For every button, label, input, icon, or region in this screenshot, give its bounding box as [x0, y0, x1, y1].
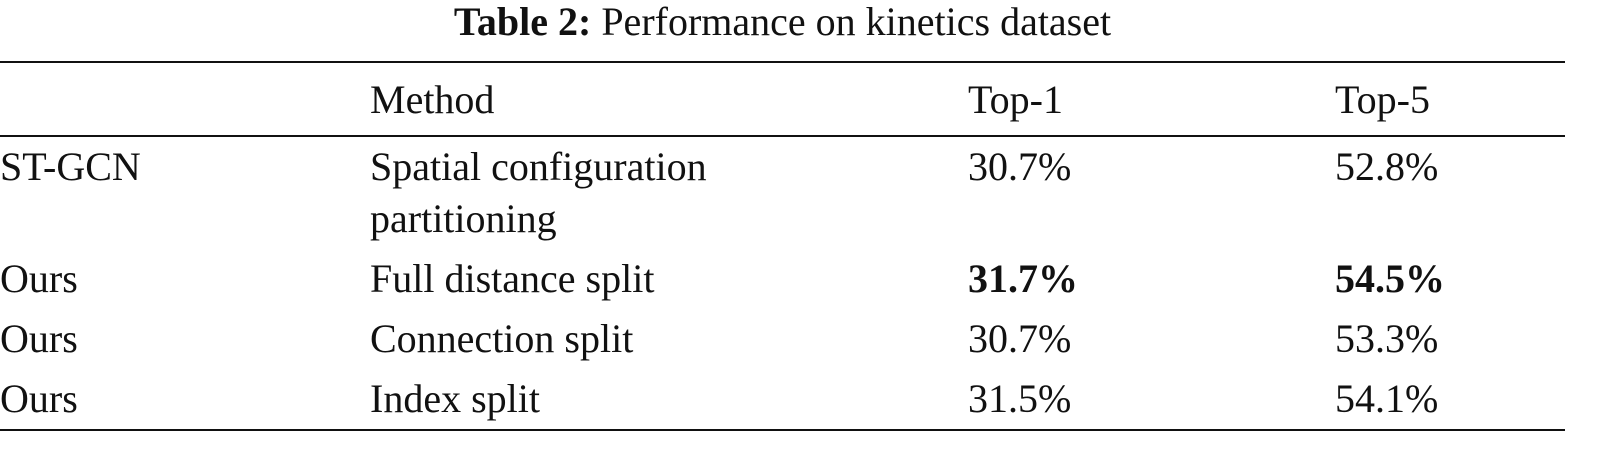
header-cell: Top-5	[1335, 76, 1430, 122]
cell-text: 30.7%	[968, 316, 1072, 361]
method-text: Connection split	[370, 316, 634, 361]
cell-text: 54.5%	[1335, 256, 1445, 301]
method-text: Full distance split	[370, 256, 655, 301]
table-caption: Table 2: Performance on kinetics dataset	[0, 0, 1565, 44]
caption-label: Table 2:	[453, 0, 592, 44]
table-row: Ours Connection split 30.7% 53.3%	[0, 309, 1565, 369]
table-cell: Spatial configuration partitioning	[370, 136, 968, 249]
cell-text: 53.3%	[1335, 316, 1439, 361]
header-cell: Top-1	[968, 76, 1063, 122]
header-cell: Method	[370, 76, 495, 122]
results-table: Method Top-1 Top-5 ST-GCN Spatial configura…	[0, 61, 1565, 431]
table-cell: Connection split	[370, 309, 968, 369]
table-cell: 54.1%	[1335, 369, 1565, 430]
table-cell: 30.7%	[968, 309, 1335, 369]
cell-text: 31.5%	[968, 376, 1072, 421]
caption-text: Performance on kinetics dataset	[601, 0, 1112, 44]
table-cell: Full distance split	[370, 249, 968, 309]
table-cell: 31.7%	[968, 249, 1335, 309]
table-row: Ours Index split 31.5% 54.1%	[0, 369, 1565, 430]
cell-text: 31.7%	[968, 256, 1078, 301]
cell-text: ST-GCN	[0, 144, 141, 189]
table-cell: 54.5%	[1335, 249, 1565, 309]
cell-text: Ours	[0, 376, 78, 421]
table-cell: Ours	[0, 249, 370, 309]
table-row: ST-GCN Spatial configuration partitioning…	[0, 136, 1565, 249]
method-text: Spatial configuration partitioning	[370, 144, 707, 241]
cell-text: 54.1%	[1335, 376, 1439, 421]
table-row: Ours Full distance split 31.7% 54.5%	[0, 249, 1565, 309]
header-cell	[0, 62, 370, 136]
cell-text: Ours	[0, 316, 78, 361]
table-cell: 31.5%	[968, 369, 1335, 430]
table-cell: Ours	[0, 369, 370, 430]
table-cell: 30.7%	[968, 136, 1335, 249]
table-cell: 52.8%	[1335, 136, 1565, 249]
table-cell: 53.3%	[1335, 309, 1565, 369]
header-row: Method Top-1 Top-5	[0, 62, 1565, 136]
table-cell: ST-GCN	[0, 136, 370, 249]
table-cell: Index split	[370, 369, 968, 430]
cell-text: 30.7%	[968, 144, 1072, 189]
cell-text: Ours	[0, 256, 78, 301]
method-text: Index split	[370, 376, 540, 421]
table-cell: Ours	[0, 309, 370, 369]
cell-text: 52.8%	[1335, 144, 1439, 189]
